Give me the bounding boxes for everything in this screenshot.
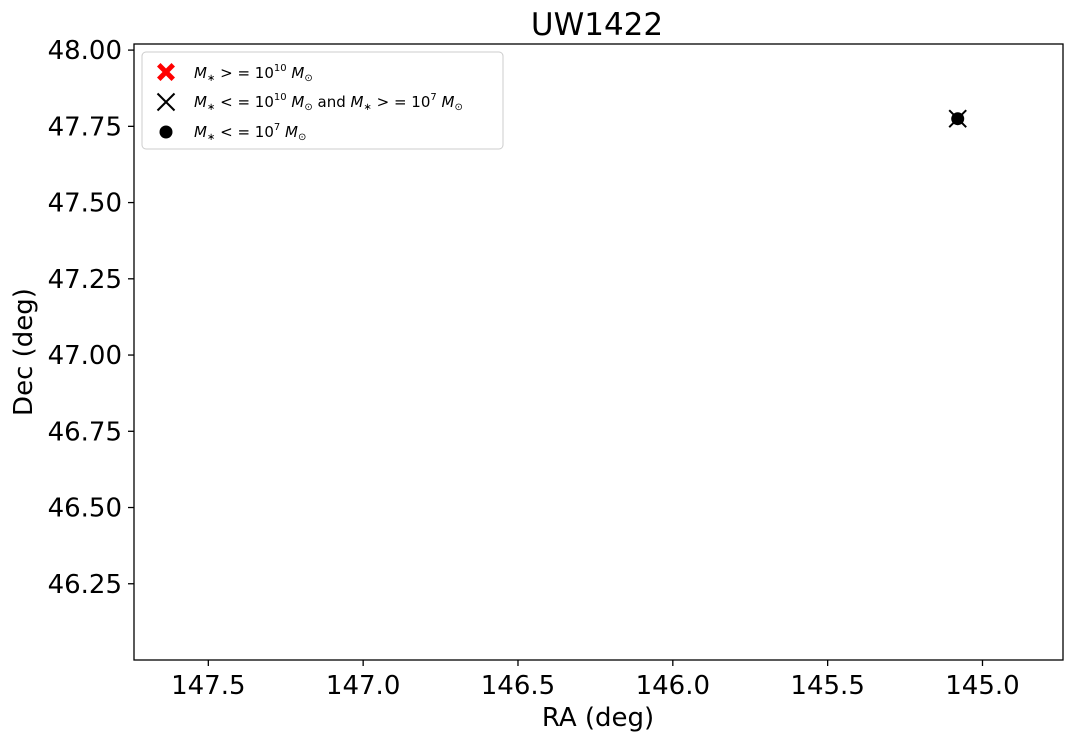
y-axis-label: Dec (deg) <box>9 288 39 416</box>
legend-label-mid-mass: M∗ < = 1010 M⊙ and M∗ > = 107 M⊙ <box>194 92 463 113</box>
legend-marker-filled-x-icon <box>157 63 175 81</box>
y-tick-label: 47.50 <box>48 189 122 219</box>
legend-item-low-mass: M∗ < = 107 M⊙ <box>159 122 306 143</box>
x-tick-label: 147.0 <box>326 671 400 701</box>
chart-title: UW1422 <box>531 7 663 43</box>
legend-marker-x-icon <box>156 92 176 112</box>
x-axis: 147.5 147.0 146.5 146.0 145.5 145.0 <box>171 660 1020 701</box>
x-tick-label: 145.0 <box>945 671 1019 701</box>
x-tick-label: 146.5 <box>481 671 555 701</box>
y-tick-label: 48.00 <box>48 36 122 66</box>
plot-frame <box>133 43 1064 661</box>
legend-box <box>141 51 504 150</box>
legend: M∗ > = 1010 M⊙ M∗ < = 1010 M⊙ and M∗ > =… <box>141 51 504 150</box>
data-markers <box>948 109 967 128</box>
x-axis-label: RA (deg) <box>542 703 654 733</box>
x-tick-label: 146.0 <box>636 671 710 701</box>
legend-item-high-mass: M∗ > = 1010 M⊙ <box>157 63 313 84</box>
legend-label-high-mass: M∗ > = 1010 M⊙ <box>194 63 313 84</box>
y-tick-label: 46.25 <box>48 570 122 600</box>
y-axis: 46.25 46.50 46.75 47.00 47.25 47.50 47.75 48.00 <box>48 36 134 600</box>
y-tick-label: 46.75 <box>48 417 122 447</box>
data-point-circle-marker <box>951 112 965 126</box>
y-tick-label: 46.50 <box>48 494 122 524</box>
y-tick-label: 47.25 <box>48 265 122 295</box>
y-tick-label: 47.00 <box>48 341 122 371</box>
legend-label-low-mass: M∗ < = 107 M⊙ <box>194 122 306 143</box>
x-tick-label: 145.5 <box>790 671 864 701</box>
legend-item-mid-mass: M∗ < = 1010 M⊙ and M∗ > = 107 M⊙ <box>156 92 463 113</box>
y-tick-label: 47.75 <box>48 112 122 142</box>
legend-marker-circle-icon <box>159 125 173 139</box>
x-tick-label: 147.5 <box>171 671 245 701</box>
